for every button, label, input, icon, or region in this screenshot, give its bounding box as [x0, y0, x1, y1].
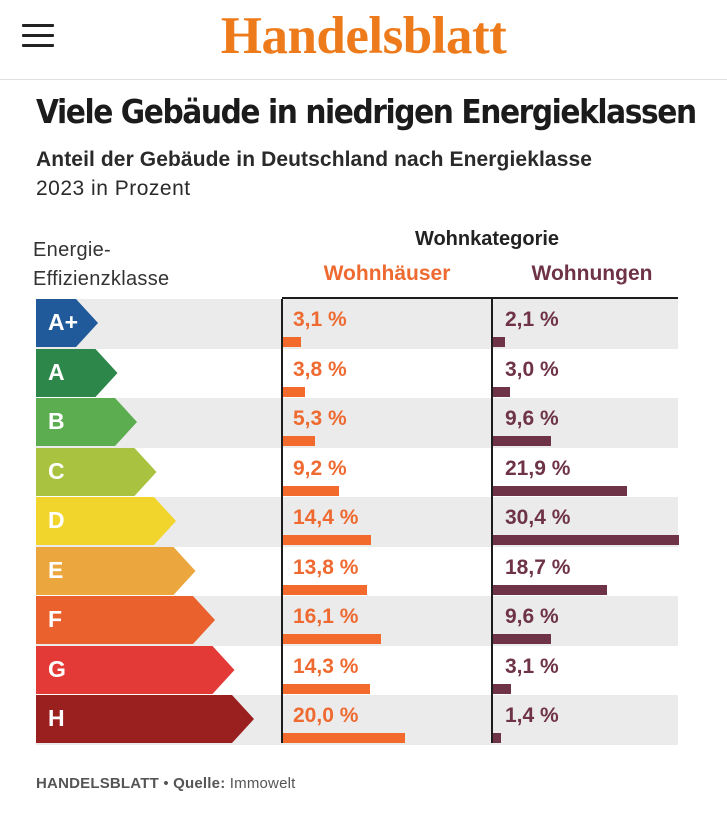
wohnungen-bar	[492, 386, 511, 397]
energy-class-label: C	[48, 457, 65, 484]
wohnhaeuser-value-label: 16,1 %	[293, 605, 359, 628]
menu-line	[22, 34, 54, 37]
menu-line	[22, 24, 54, 27]
energy-row-h: H 20,0 % 1,4 %	[36, 695, 678, 745]
wohnungen-bar	[492, 535, 679, 545]
wohnhaeuser-value-label: 3,8 %	[293, 357, 347, 381]
energy-class-header-line2: Effizienzklasse	[33, 268, 170, 290]
wohnhaeuser-bar	[282, 337, 302, 347]
wohnhaeuser-value-label: 13,8 %	[293, 555, 359, 579]
wohnungen-bar	[492, 436, 552, 446]
energy-class-arrow-shape	[36, 695, 254, 743]
wohnungen-value-label: 18,7 %	[505, 555, 571, 579]
energy-class-header-line1: Energie-	[33, 239, 111, 261]
table-top-rule	[282, 297, 678, 299]
wohnungen-value-label: 9,6 %	[505, 407, 559, 430]
energy-row-c: C 9,2 % 21,9 %	[36, 447, 678, 498]
energy-class-label: E	[48, 556, 64, 583]
column-divider-left	[281, 299, 283, 743]
wohnungen-bar	[492, 337, 505, 347]
menu-line	[22, 44, 54, 47]
wohnhaeuser-bar	[282, 485, 339, 496]
energy-class-label: D	[48, 507, 65, 533]
footer-separator: •	[158, 775, 174, 792]
wohnungen-bar	[492, 485, 627, 496]
wohnhaeuser-bar	[282, 683, 370, 694]
energy-class-arrow-shape	[36, 299, 98, 347]
energy-class-label: B	[48, 408, 65, 434]
wohnungen-value-label: 1,4 %	[505, 704, 559, 727]
wohnungen-value-label: 3,0 %	[505, 357, 559, 381]
wohnhaeuser-bar	[282, 634, 381, 644]
energy-row-e: E 13,8 % 18,7 %	[36, 546, 678, 597]
footer-brand: HANDELSBLATT	[36, 775, 159, 792]
wohnhaeuser-value-label: 9,2 %	[293, 456, 347, 480]
energy-class-label: A	[48, 358, 65, 385]
hamburger-menu-icon[interactable]	[22, 24, 54, 48]
footer-source: Immowelt	[225, 775, 296, 792]
chart-unit-line: 2023 in Prozent	[36, 177, 191, 200]
chart-subtitle: Anteil der Gebäude in Deutschland nach E…	[36, 148, 593, 171]
category-header: Wohnkategorie	[414, 228, 560, 250]
wohnhaeuser-bar	[282, 436, 315, 446]
energy-class-arrow-shape	[36, 497, 176, 545]
energy-class-label: H	[48, 705, 65, 731]
wohnhaeuser-value-label: 14,3 %	[293, 654, 359, 678]
energy-class-arrow-shape	[36, 546, 196, 595]
wohnungen-bar	[492, 683, 512, 694]
wohnungen-value-label: 2,1 %	[505, 308, 559, 331]
energy-class-arrow-shape	[36, 645, 235, 694]
energy-row-d: D 14,4 % 30,4 %	[36, 497, 679, 547]
wohnungen-bar	[492, 634, 552, 644]
wohnhaeuser-bar	[282, 733, 405, 743]
energy-class-header: Energie- Effizienzklasse	[33, 236, 169, 294]
energy-class-label: A+	[48, 309, 79, 335]
column-divider-right	[491, 299, 493, 743]
top-bar: Handelsblatt	[0, 0, 727, 80]
energy-class-arrow-shape	[36, 398, 137, 446]
footer-source-label: Quelle:	[173, 775, 226, 792]
chart-title: Viele Gebäude in niedrigen Energieklasse…	[36, 92, 697, 131]
wohnhaeuser-value-label: 5,3 %	[293, 407, 347, 430]
energy-row-a: A 3,8 % 3,0 %	[36, 348, 678, 399]
energy-class-label: F	[48, 606, 63, 632]
wohnungen-header: Wohnungen	[531, 262, 653, 285]
wohnhaeuser-value-label: 3,1 %	[293, 308, 347, 331]
energy-row-f: F 16,1 % 9,6 %	[36, 596, 678, 646]
energy-class-label: G	[48, 655, 66, 682]
wohnhaeuser-bar	[282, 386, 306, 397]
wohnungen-value-label: 9,6 %	[505, 605, 559, 628]
wohnungen-value-label: 21,9 %	[505, 456, 571, 480]
energy-class-arrow-shape	[36, 596, 215, 644]
wohnhaeuser-value-label: 20,0 %	[293, 704, 359, 727]
energy-row-g: G 14,3 % 3,1 %	[36, 645, 678, 696]
energy-class-arrow-shape	[36, 447, 157, 496]
energy-row-aplus: A+ 3,1 % 2,1 %	[36, 299, 678, 349]
source-footer: HANDELSBLATT • Quelle: Immowelt	[36, 775, 296, 792]
wohnungen-value-label: 30,4 %	[505, 506, 571, 529]
wohnhaeuser-value-label: 14,4 %	[293, 506, 359, 529]
handelsblatt-logo[interactable]: Handelsblatt	[220, 7, 507, 65]
energy-class-arrow-shape	[36, 348, 118, 397]
wohnhaeuser-bar	[282, 535, 371, 545]
wohnungen-bar	[492, 584, 607, 595]
wohnhaeuser-bar	[282, 584, 367, 595]
energy-row-b: B 5,3 % 9,6 %	[36, 398, 678, 448]
wohnhaeuser-header: Wohnhäuser	[323, 262, 451, 285]
wohnungen-value-label: 3,1 %	[505, 654, 559, 678]
wohnungen-bar	[492, 733, 501, 743]
